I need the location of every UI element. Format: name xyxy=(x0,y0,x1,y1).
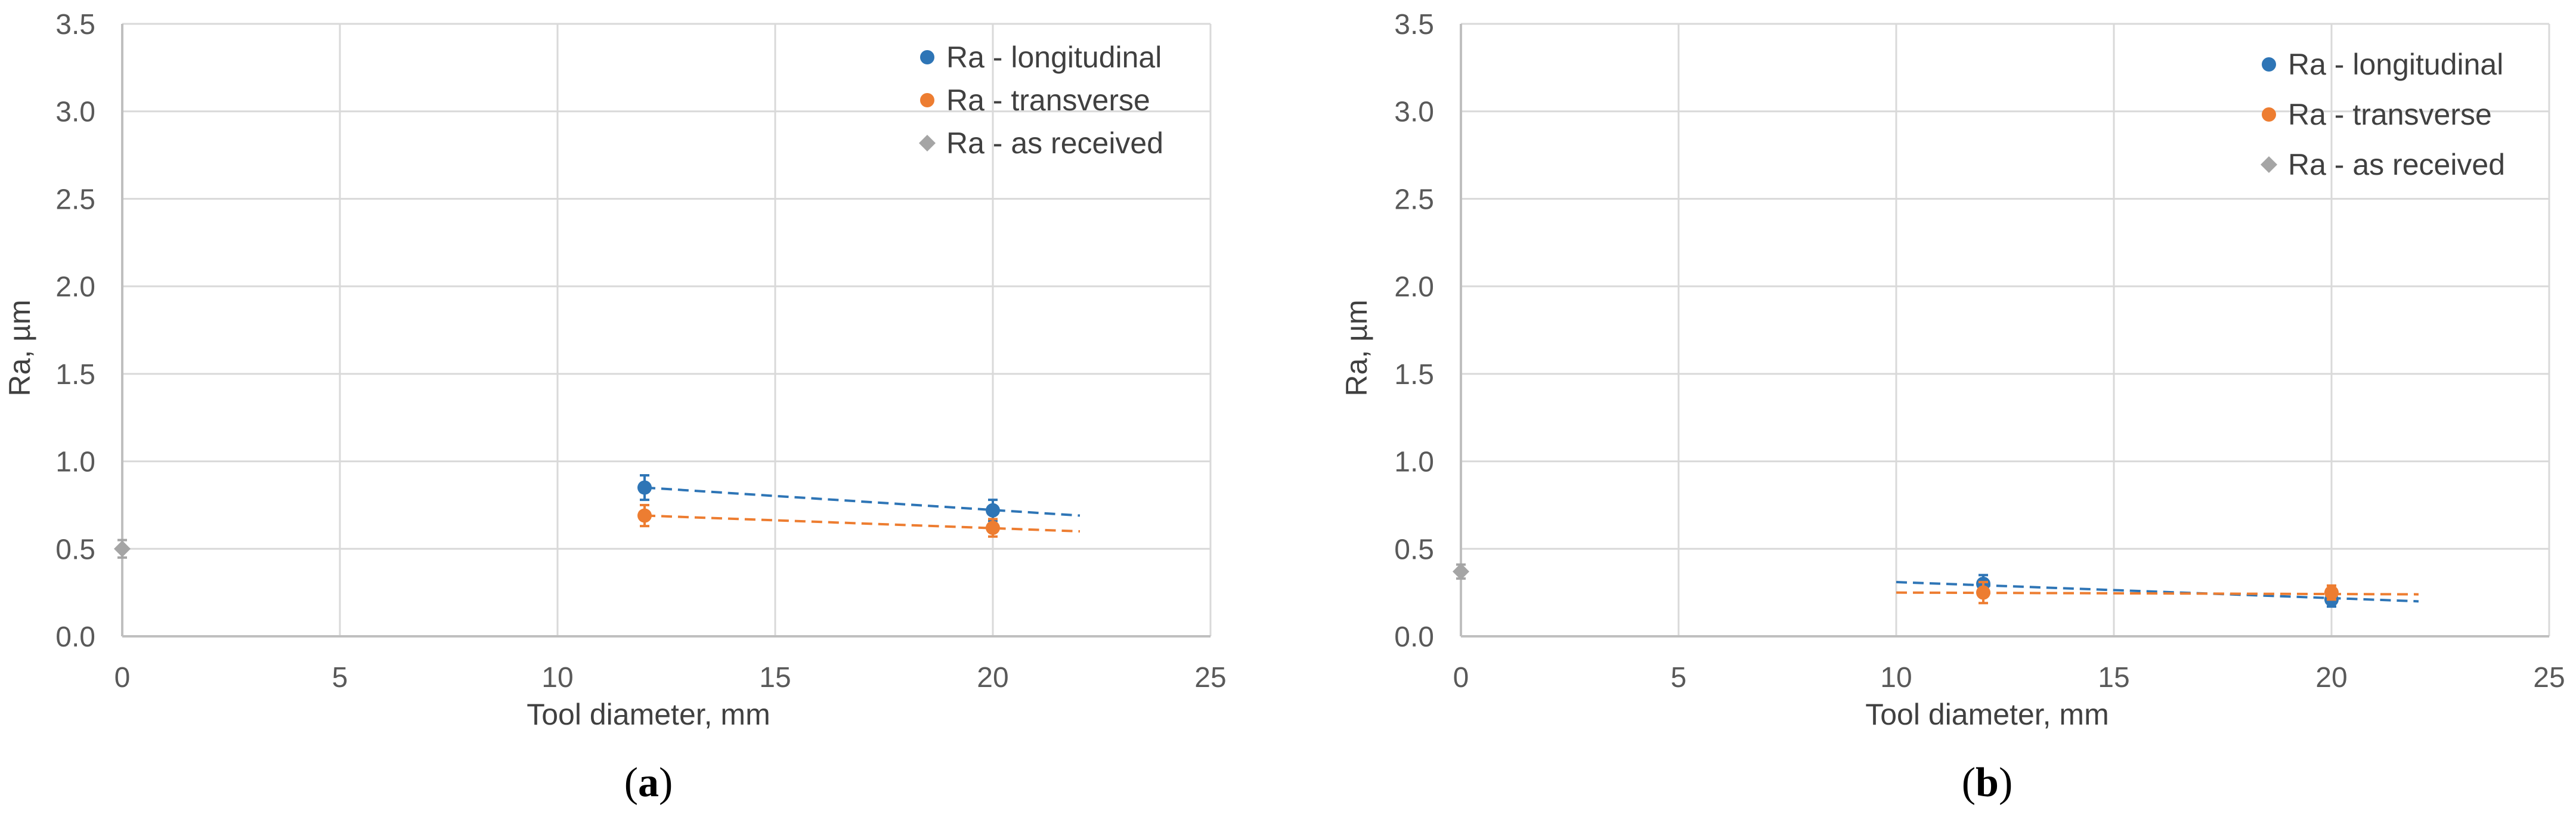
data-point xyxy=(114,540,131,558)
x-tick-label: 20 xyxy=(2315,662,2347,694)
y-tick-label: 1.0 xyxy=(1394,447,1434,478)
y-tick-label: 1.0 xyxy=(55,447,95,478)
legend-marker xyxy=(920,93,934,107)
x-tick-label: 25 xyxy=(1194,662,1226,694)
y-tick-label: 1.5 xyxy=(1394,359,1434,391)
x-tick-label: 10 xyxy=(541,662,573,694)
x-tick-label: 0 xyxy=(114,662,131,694)
y-tick-label: 3.5 xyxy=(55,9,95,41)
trendline xyxy=(644,486,1080,517)
data-point xyxy=(637,480,652,495)
legend-marker xyxy=(2261,156,2277,173)
y-tick-label: 2.0 xyxy=(55,271,95,303)
x-tick-label: 25 xyxy=(2533,662,2565,694)
legend-label: Ra - as received xyxy=(2288,148,2505,181)
y-tick-label: 2.0 xyxy=(1394,271,1434,303)
y-tick-label: 0.5 xyxy=(55,534,95,565)
y-axis-title: Ra, µm xyxy=(3,299,36,396)
series-1 xyxy=(637,503,1080,538)
y-tick-label: 3.0 xyxy=(55,97,95,128)
x-tick-label: 20 xyxy=(977,662,1008,694)
legend-label: Ra - transverse xyxy=(946,83,1150,117)
x-tick-label: 5 xyxy=(332,662,348,694)
panel-label: (a) xyxy=(624,760,673,806)
legend-marker xyxy=(2262,107,2276,122)
y-tick-label: 2.5 xyxy=(1394,184,1434,215)
series-0 xyxy=(1896,574,2419,608)
series-2 xyxy=(114,539,131,559)
data-point xyxy=(986,521,1000,536)
series-2 xyxy=(1453,563,1469,580)
legend-marker xyxy=(920,50,934,64)
y-axis-title: Ra, µm xyxy=(1340,299,1373,396)
y-tick-label: 3.5 xyxy=(1394,9,1434,41)
legend-label: Ra - longitudinal xyxy=(946,41,1162,74)
data-point xyxy=(2324,585,2339,600)
x-tick-label: 5 xyxy=(1671,662,1687,694)
trendline xyxy=(1896,591,2419,596)
y-tick-label: 0.5 xyxy=(1394,534,1434,565)
data-point xyxy=(1453,563,1469,580)
legend-label: Ra - as received xyxy=(946,126,1163,160)
trendline xyxy=(1896,581,2419,603)
legend-label: Ra - longitudinal xyxy=(2288,48,2503,81)
panel-label: (b) xyxy=(1962,760,2013,806)
x-tick-label: 15 xyxy=(759,662,791,694)
data-point xyxy=(637,508,652,523)
legend-label: Ra - transverse xyxy=(2288,98,2492,131)
y-tick-label: 1.5 xyxy=(55,359,95,391)
x-tick-label: 15 xyxy=(2098,662,2129,694)
x-axis-title: Tool diameter, mm xyxy=(1865,698,2109,731)
y-tick-label: 0.0 xyxy=(1394,621,1434,653)
y-tick-label: 0.0 xyxy=(55,621,95,653)
x-tick-label: 10 xyxy=(1880,662,1912,694)
series-1 xyxy=(1896,581,2419,605)
data-point xyxy=(986,503,1000,518)
chart-panel-b: 0.0 0.5 1.0 1.5 2.0 2.5 3.0 3.5 0 5 10 15 20 25 Tool d… xyxy=(1340,9,2565,806)
legend-marker xyxy=(2262,57,2276,72)
x-tick-label: 0 xyxy=(1453,662,1469,694)
series-0 xyxy=(637,474,1080,522)
legend-marker xyxy=(919,135,936,151)
data-point xyxy=(1976,585,1990,600)
legend: Ra - longitudinal Ra - transverse Ra - as … xyxy=(2261,48,2505,181)
trendline xyxy=(644,514,1080,533)
chart-panel-a: 0.0 0.5 1.0 1.5 2.0 2.5 3.0 3.5 0 5 10 15 20 25 Tool d… xyxy=(3,9,1227,806)
y-tick-label: 2.5 xyxy=(55,184,95,215)
legend: Ra - longitudinal Ra - transverse Ra - as … xyxy=(919,41,1163,160)
y-tick-label: 3.0 xyxy=(1394,97,1434,128)
x-axis-title: Tool diameter, mm xyxy=(527,698,770,731)
